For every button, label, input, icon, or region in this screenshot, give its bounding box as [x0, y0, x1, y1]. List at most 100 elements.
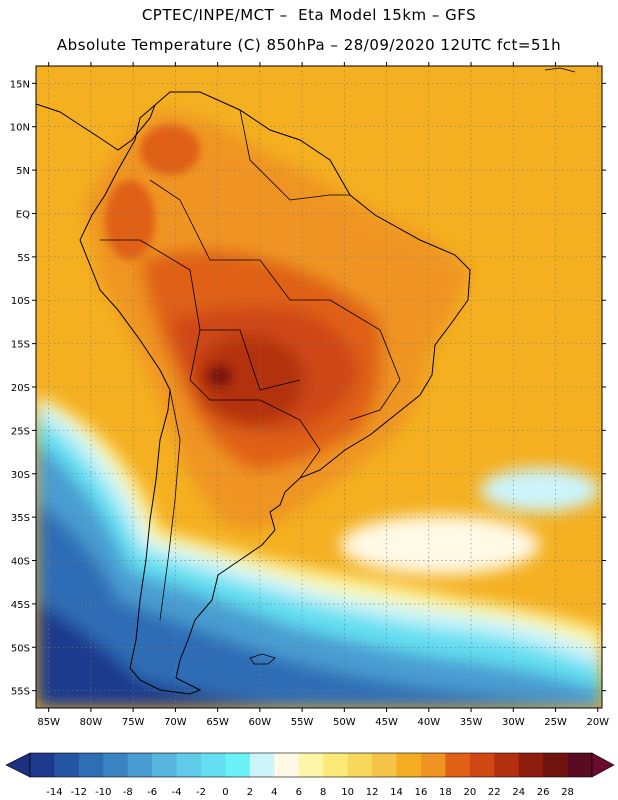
lat-tick-label: 5S	[17, 253, 30, 264]
lat-tick-label: 45S	[11, 600, 30, 611]
colorbar-swatch	[78, 753, 104, 777]
zone-very-hot	[195, 335, 305, 425]
colorbar-label: 12	[366, 787, 379, 798]
zone-peak-hot	[214, 370, 226, 382]
zone-coldest-blue	[36, 500, 602, 708]
lat-tick-label: 30S	[11, 470, 30, 481]
lon-tick-label: 50W	[333, 717, 356, 728]
colorbar-over-arrow	[591, 752, 615, 778]
colorbar-label: -14	[46, 787, 62, 798]
lat-tick-label: 35S	[11, 513, 30, 524]
colorbar-label: 24	[512, 787, 525, 798]
title-line-2: Absolute Temperature (C) 850hPa – 28/09/…	[56, 36, 562, 54]
coastline-central-america	[36, 103, 156, 151]
color-bar	[5, 752, 615, 778]
lat-tick-label: 5N	[16, 166, 30, 177]
lat-tick-label: 25S	[11, 426, 30, 437]
colorbar-swatch	[176, 753, 202, 777]
colorbar-label: 28	[561, 787, 574, 798]
zone-deep-blue	[36, 600, 300, 708]
colorbar-label: -2	[196, 787, 206, 798]
colorbar-under-arrow	[5, 752, 31, 778]
colorbar-label: 4	[271, 787, 277, 798]
lon-tick-label: 20W	[586, 717, 609, 728]
colorbar-swatch	[103, 753, 129, 777]
lon-tick-label: 65W	[206, 717, 229, 728]
colorbar-label: -10	[95, 787, 111, 798]
lat-tick-label: 10S	[11, 296, 30, 307]
colorbar-swatch	[396, 753, 422, 777]
lon-tick-label: 35W	[460, 717, 483, 728]
colorbar-label: 14	[390, 787, 403, 798]
colorbar-swatch	[274, 753, 300, 777]
lon-tick-label: 40W	[418, 717, 441, 728]
colorbar-swatch	[518, 753, 544, 777]
coastline-caribbean	[544, 67, 576, 73]
colorbar-label: 0	[222, 787, 228, 798]
temperature-field	[36, 66, 602, 708]
border-paraguay-argentina	[189, 329, 321, 479]
coastline-south-america	[79, 91, 471, 695]
colorbar-swatch	[30, 753, 55, 777]
colorbar-label: 26	[537, 787, 550, 798]
colorbar-swatch	[54, 753, 80, 777]
colorbar-swatch	[298, 753, 324, 777]
lon-tick-label: 70W	[164, 717, 187, 728]
colorbar-swatch	[201, 753, 226, 777]
colorbar-label: 16	[415, 787, 428, 798]
border-chile-argentina	[159, 389, 181, 621]
colorbar-label: 8	[320, 787, 326, 798]
colorbar-swatch	[567, 753, 593, 777]
colorbar-swatch	[494, 753, 520, 777]
colorbar-swatch	[323, 753, 349, 777]
colorbar-swatch	[445, 753, 471, 777]
lon-tick-label: 75W	[122, 717, 145, 728]
zone-pale-cream	[340, 515, 540, 575]
colorbar-label: 2	[247, 787, 253, 798]
zone-hot-north	[140, 125, 200, 175]
colorbar-swatch	[420, 753, 446, 777]
lat-tick-label: 15S	[11, 340, 30, 351]
colorbar-swatch	[347, 753, 373, 777]
colorbar-label: -12	[71, 787, 87, 798]
lon-tick-label: 85W	[37, 717, 60, 728]
lat-tick-label: 15N	[10, 79, 30, 90]
lat-tick-label: 40S	[11, 557, 30, 568]
lat-tick-label: 55S	[11, 687, 30, 698]
colorbar-label: 10	[341, 787, 354, 798]
colorbar-label: 18	[439, 787, 452, 798]
zone-pale-cyan	[480, 468, 600, 512]
coastline-falklands	[249, 653, 276, 665]
lat-tick-label: EQ	[16, 209, 30, 220]
colorbar-label: -6	[147, 787, 157, 798]
border-venezuela	[239, 109, 350, 201]
lon-tick-label: 80W	[80, 717, 103, 728]
lon-tick-label: 45W	[375, 717, 398, 728]
colorbar-label: 20	[463, 787, 476, 798]
border-brazil-states	[329, 299, 401, 421]
lon-tick-label: 60W	[249, 717, 272, 728]
lon-tick-label: 25W	[544, 717, 567, 728]
color-bar-labels: -14 -12 -10 -8 -6 -4 -2 0 2 4 6 8 10 12 14 16 18 20 22 24 26…	[46, 787, 574, 798]
colorbar-swatch	[225, 753, 251, 777]
colorbar-swatch	[543, 753, 568, 777]
colorbar-label: 6	[296, 787, 302, 798]
border-colombia-brazil	[149, 179, 330, 301]
colorbar-label: 22	[488, 787, 501, 798]
lat-tick-label: 10N	[10, 123, 30, 134]
colorbar-swatch	[152, 753, 178, 777]
lon-tick-label: 30W	[502, 717, 525, 728]
lat-tick-label: 20S	[11, 383, 30, 394]
colorbar-swatch	[372, 753, 397, 777]
colorbar-label: -8	[123, 787, 133, 798]
latitude-ticks: 15N 10N 5N EQ 5S 10S 15S 20S 25S 30S 35S 40S 45S 50S 5…	[10, 79, 606, 698]
colorbar-swatch	[127, 753, 153, 777]
title-line-1: CPTEC/INPE/MCT – Eta Model 15km – GFS	[141, 6, 477, 24]
zone-hot-andes	[105, 180, 155, 260]
colorbar-label: -4	[172, 787, 182, 798]
colorbar-swatch	[469, 753, 495, 777]
colorbar-swatch	[249, 753, 275, 777]
lon-tick-label: 55W	[291, 717, 314, 728]
lat-tick-label: 50S	[11, 643, 30, 654]
